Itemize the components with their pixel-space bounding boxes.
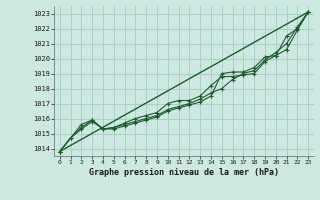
X-axis label: Graphe pression niveau de la mer (hPa): Graphe pression niveau de la mer (hPa) — [89, 168, 279, 177]
